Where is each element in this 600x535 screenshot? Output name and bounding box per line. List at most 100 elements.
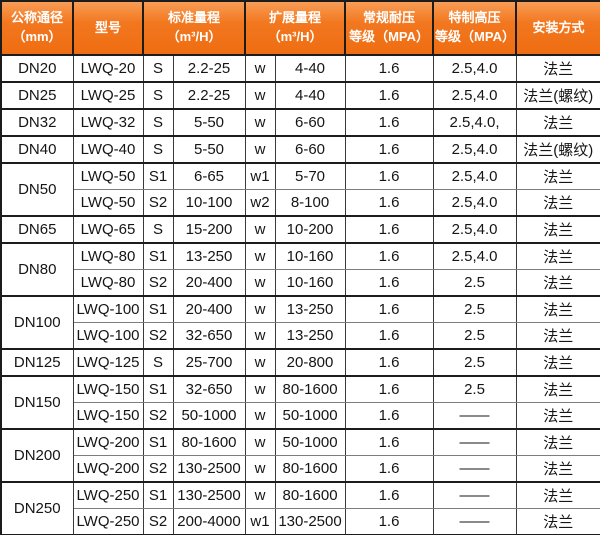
cell-high-pressure: 2.5,4.0 (432, 189, 517, 217)
cell-install: 法兰 (515, 269, 600, 297)
cell-install: 法兰 (515, 216, 600, 244)
table-row: DN20 LWQ-20 S 2.2-25 w 4-40 1.6 2.5,4.0 … (0, 55, 600, 83)
cell-s: S1 (142, 376, 174, 403)
cell-std-range: 10-100 (172, 189, 246, 217)
cell-reg-pressure: 1.6 (344, 55, 434, 83)
cell-high-pressure: —— (432, 455, 517, 483)
header-text: 标准量程 (168, 10, 221, 26)
cell-install: 法兰 (515, 55, 600, 83)
header-text: 安装方式 (532, 19, 585, 35)
table-row: DN200 LWQ-200 S1 80-1600 w 50-1000 1.6 —… (0, 429, 600, 483)
cell-std-range: 130-2500 (172, 482, 246, 509)
table-row: LWQ-250 S2 200-4000 w1 130-2500 1.6 —— 法… (1, 508, 600, 535)
cell-dn: DN150 (0, 376, 74, 430)
header-text: 公称通径 (10, 10, 63, 26)
cell-reg-pressure: 1.6 (344, 82, 434, 110)
cell-reg-pressure: 1.6 (344, 402, 434, 430)
cell-s: S1 (142, 482, 174, 509)
cell-install: 法兰 (515, 189, 600, 217)
cell-s: S2 (142, 402, 174, 430)
cell-high-pressure: 2.5,4.0 (432, 136, 517, 164)
header-text: 常规耐压 (363, 10, 416, 26)
cell-high-pressure: —— (432, 508, 517, 535)
cell-install: 法兰 (515, 349, 600, 377)
table-row: DN32 LWQ-32 S 5-50 w 6-60 1.6 2.5,4.0, 法… (0, 109, 600, 137)
cell-high-pressure: —— (432, 482, 517, 509)
table-row: DN40 LWQ-40 S 5-50 w 6-60 1.6 2.5,4.0 法兰… (0, 136, 600, 164)
cell-high-pressure: 2.5 (432, 269, 517, 297)
cell-high-pressure: 2.5,4.0 (432, 163, 517, 190)
cell-w: w (244, 243, 276, 270)
cell-install: 法兰 (515, 455, 600, 483)
cell-std-range: 5-50 (172, 136, 246, 164)
cell-dn: DN50 (0, 163, 74, 217)
cell-w: w (244, 136, 276, 164)
cell-s: S2 (142, 189, 174, 217)
cell-high-pressure: 2.5,4.0 (432, 216, 517, 244)
cell-w: w (244, 109, 276, 137)
cell-dn: DN250 (0, 482, 74, 535)
cell-high-pressure: 2.5,4.0 (432, 55, 517, 83)
cell-model: LWQ-250 (72, 508, 144, 535)
cell-model: LWQ-50 (72, 189, 144, 217)
cell-std-range: 32-650 (172, 322, 246, 350)
cell-reg-pressure: 1.6 (344, 296, 434, 323)
cell-s: S1 (142, 296, 174, 323)
cell-w: w (244, 55, 276, 83)
table-row: DN250 LWQ-250 S1 130-2500 w 80-1600 1.6 … (0, 482, 600, 535)
cell-high-pressure: 2.5,4.0 (432, 243, 517, 270)
header-special-pressure: 特制高压 等级（MPA） (432, 0, 518, 56)
cell-std-range: 50-1000 (172, 402, 246, 430)
cell-reg-pressure: 1.6 (344, 455, 434, 483)
cell-ext-range: 50-1000 (274, 429, 346, 456)
cell-model: LWQ-100 (72, 322, 144, 350)
cell-std-range: 2.2-25 (172, 55, 246, 83)
cell-model: LWQ-150 (72, 376, 144, 403)
cell-w: w (244, 455, 276, 483)
cell-install: 法兰(螺纹) (515, 82, 600, 110)
cell-install: 法兰 (515, 322, 600, 350)
cell-s: S (142, 136, 174, 164)
cell-reg-pressure: 1.6 (344, 163, 434, 190)
cell-ext-range: 50-1000 (274, 402, 346, 430)
cell-reg-pressure: 1.6 (344, 136, 434, 164)
cell-install: 法兰 (515, 243, 600, 270)
cell-ext-range: 20-800 (274, 349, 346, 377)
header-text: 特制高压 (448, 10, 501, 26)
cell-reg-pressure: 1.6 (344, 482, 434, 509)
cell-w: w (244, 296, 276, 323)
cell-dn: DN32 (0, 109, 74, 137)
cell-std-range: 20-400 (172, 296, 246, 323)
cell-s: S1 (142, 163, 174, 190)
cell-s: S1 (142, 243, 174, 270)
cell-reg-pressure: 1.6 (344, 243, 434, 270)
cell-s: S (142, 349, 174, 377)
cell-std-range: 13-250 (172, 243, 246, 270)
header-text: （m³/H） (166, 29, 222, 44)
cell-w: w (244, 482, 276, 509)
cell-install: 法兰 (515, 402, 600, 430)
cell-model: LWQ-100 (72, 296, 144, 323)
cell-w: w (244, 322, 276, 350)
cell-w: w2 (244, 189, 276, 217)
cell-w: w (244, 429, 276, 456)
cell-install: 法兰 (515, 508, 600, 535)
cell-ext-range: 4-40 (274, 82, 346, 110)
cell-high-pressure: 2.5,4.0 (432, 82, 517, 110)
cell-w: w (244, 402, 276, 430)
cell-reg-pressure: 1.6 (344, 109, 434, 137)
cell-high-pressure: 2.5,4.0, (432, 109, 517, 137)
table-row: LWQ-200 S2 130-2500 w 80-1600 1.6 —— 法兰 (1, 455, 600, 483)
cell-high-pressure: —— (432, 402, 517, 430)
cell-s: S (142, 216, 174, 244)
cell-ext-range: 130-2500 (274, 508, 346, 535)
cell-std-range: 130-2500 (172, 455, 246, 483)
cell-ext-range: 10-160 (274, 269, 346, 297)
cell-ext-range: 80-1600 (274, 455, 346, 483)
table-row: DN80 LWQ-80 S1 13-250 w 10-160 1.6 2.5,4… (0, 243, 600, 297)
table-row: DN100 LWQ-100 S1 20-400 w 13-250 1.6 2.5… (0, 296, 600, 350)
cell-reg-pressure: 1.6 (344, 429, 434, 456)
cell-dn: DN20 (0, 55, 74, 83)
cell-install: 法兰 (515, 296, 600, 323)
